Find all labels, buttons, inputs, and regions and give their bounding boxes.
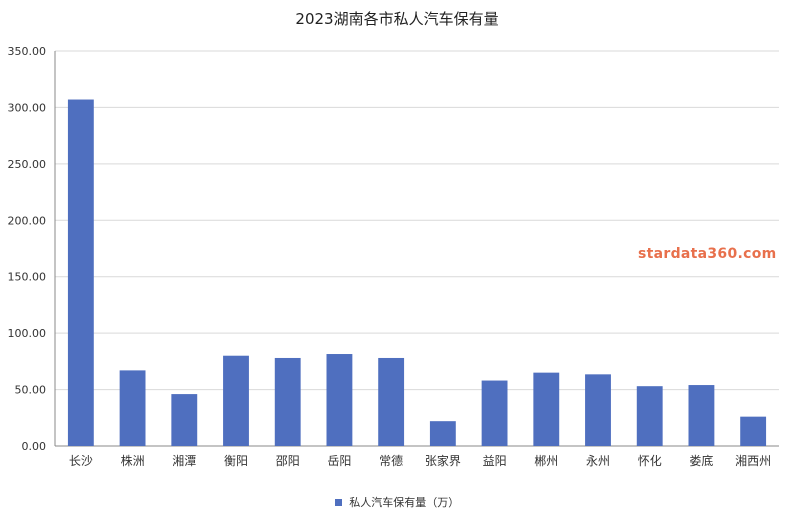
chart-title: 2023湖南各市私人汽车保有量 [295,10,499,28]
x-tick-label: 益阳 [483,454,507,468]
y-tick-label: 150.00 [8,271,47,284]
bar [274,357,301,446]
x-tick-label: 衡阳 [224,454,248,468]
x-tick-label: 郴州 [534,454,558,468]
x-tick-label: 常德 [379,453,403,468]
bar [688,385,715,446]
x-tick-label: 怀化 [638,454,662,468]
bar [119,370,146,446]
bar [481,380,508,446]
x-tick-label: 株洲 [121,453,145,468]
bar [223,355,249,446]
bar [636,386,663,446]
watermark: stardata360.com [638,246,777,262]
x-tick-label: 湘潭 [172,453,196,468]
x-tick-label: 娄底 [689,453,713,468]
y-tick-label: 350.00 [8,45,47,58]
bar [429,421,456,446]
y-tick-label: 50.00 [15,384,47,397]
x-tick-label: 永州 [586,454,610,468]
x-tick-label: 岳阳 [327,454,351,468]
y-tick-label: 300.00 [8,101,47,114]
bar [740,416,767,446]
x-tick-label: 湘西州 [735,453,771,468]
x-tick-label: 张家界 [425,453,461,468]
bar [533,372,560,446]
legend-swatch [334,498,342,506]
legend-label: 私人汽车保有量（万） [349,496,460,509]
bar [171,394,198,446]
y-tick-label: 200.00 [8,214,47,227]
bar [378,357,405,446]
bar [67,99,94,447]
y-tick-label: 100.00 [8,327,47,340]
y-tick-label: 0.00 [22,440,47,453]
bar [326,354,353,446]
x-tick-label: 长沙 [69,454,93,468]
bar [585,374,611,446]
y-tick-label: 250.00 [8,158,47,171]
x-tick-label: 邵阳 [276,454,300,468]
legend[interactable]: 私人汽车保有量（万） [0,494,794,510]
